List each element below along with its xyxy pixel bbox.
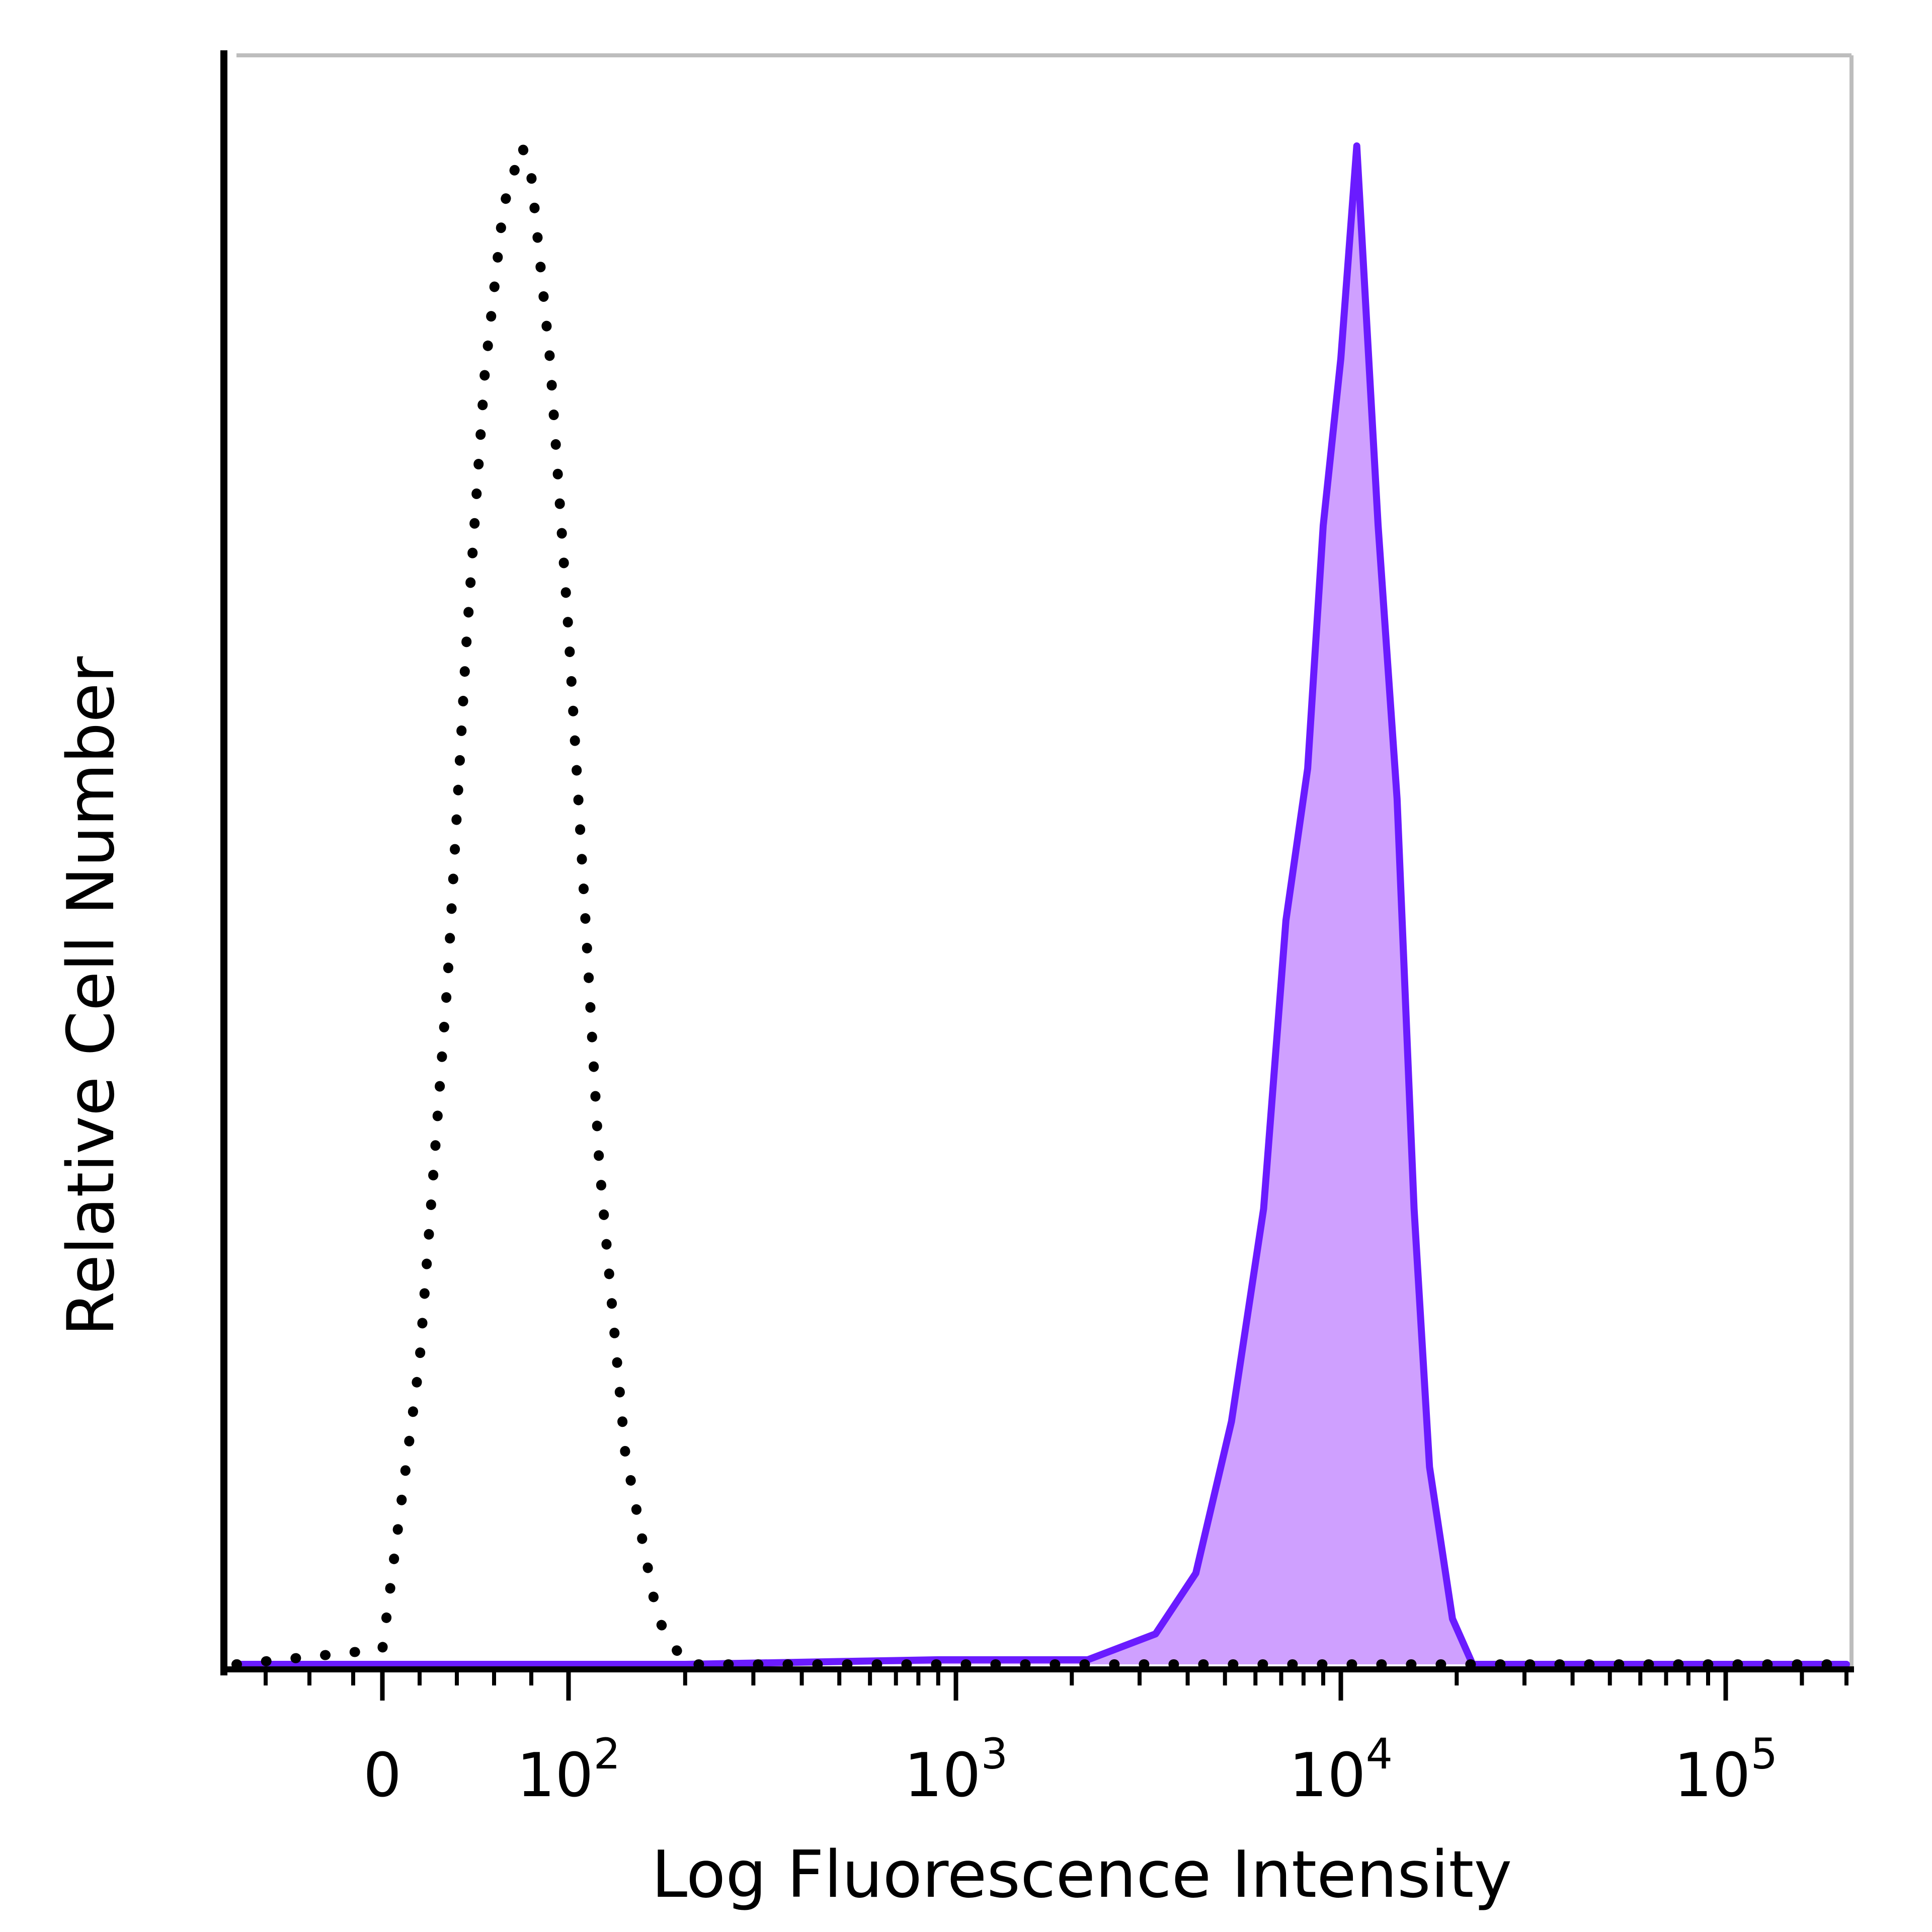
x-tick-label: 102 (517, 1729, 620, 1811)
x-tick-label-exponent: 3 (981, 1729, 1008, 1779)
axes (220, 50, 1854, 1675)
x-tick-label-base: 10 (1674, 1741, 1751, 1811)
x-tick-label-base: 10 (517, 1741, 594, 1811)
x-tick-layer: 0 102 103 104 105 (264, 1669, 1848, 1811)
x-tick-label-exponent: 2 (594, 1729, 620, 1779)
x-tick-label: 0 (363, 1741, 401, 1811)
y-axis-title: Relative Cell Number (54, 656, 129, 1336)
x-tick-label-exponent: 4 (1366, 1729, 1393, 1779)
plot-frame (236, 53, 1854, 1670)
x-tick-label: 104 (1289, 1729, 1393, 1811)
x-tick-label-base: 0 (363, 1741, 401, 1811)
series-1-area (236, 146, 1846, 1664)
series-1-line (233, 142, 1850, 1668)
x-tick-label-exponent: 5 (1751, 1729, 1778, 1779)
x-tick-label-base: 10 (1289, 1741, 1366, 1811)
x-tick-label: 105 (1674, 1729, 1778, 1811)
x-axis-title: Log Fluorescence Intensity (652, 1837, 1512, 1912)
series-layer (231, 141, 1852, 1669)
series-0-line (231, 141, 1852, 1669)
x-tick-label-base: 10 (904, 1741, 981, 1811)
x-tick-label: 103 (904, 1729, 1008, 1811)
